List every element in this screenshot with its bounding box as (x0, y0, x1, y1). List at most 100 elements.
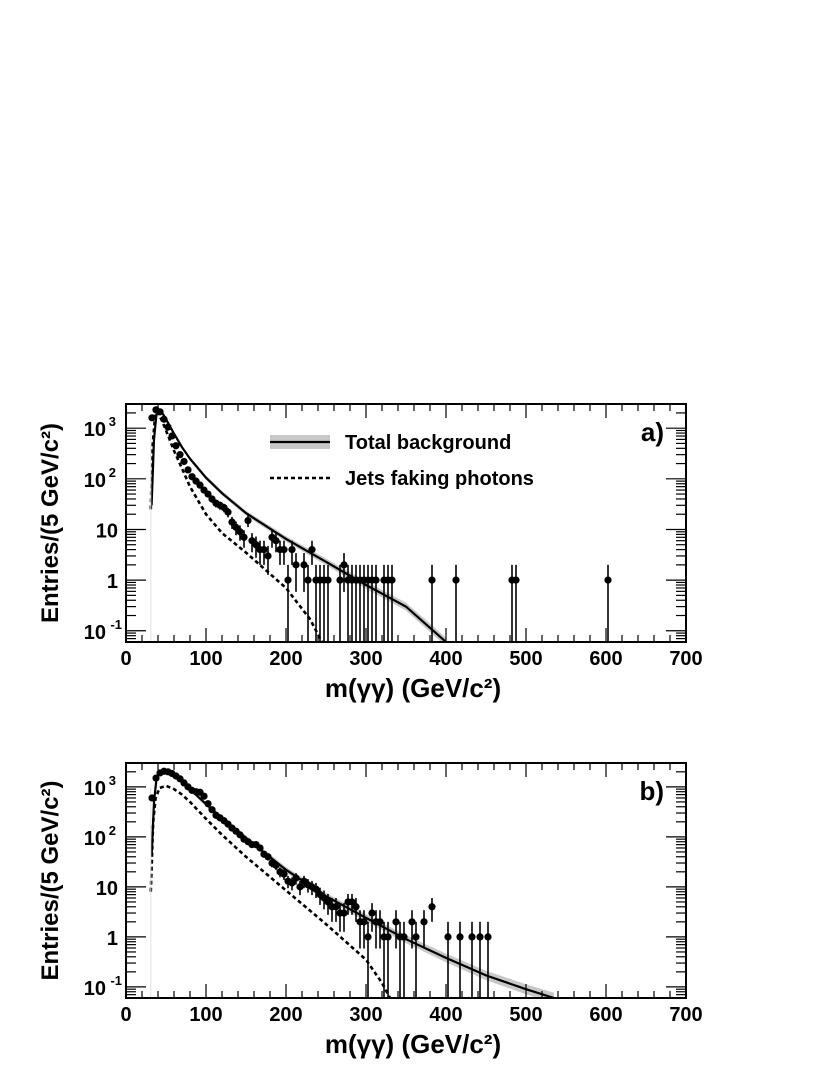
axis-frame (125, 762, 687, 999)
y-tick-label: 10 (84, 778, 106, 800)
data-point (160, 415, 168, 423)
data-point (272, 861, 280, 869)
x-tick-label: 700 (669, 648, 702, 670)
panel-label: b) (639, 776, 664, 806)
y-tick-exponent: 2 (109, 465, 116, 480)
data-point (288, 879, 296, 887)
data-point (184, 466, 192, 474)
data-point (336, 576, 344, 584)
data-point (240, 533, 248, 541)
data-point (180, 457, 188, 466)
data-point (272, 537, 280, 545)
legend-label-total: Total background (345, 432, 511, 454)
x-tick-label: 600 (589, 648, 622, 670)
data-point (468, 933, 476, 941)
x-tick-label: 0 (120, 648, 131, 670)
y-axis-title: Entries/(5 GeV/c²) (37, 780, 64, 980)
legend: Total background Jets faking photons (270, 432, 534, 490)
y-tick-label: 10 (84, 470, 106, 492)
data-point (256, 844, 264, 852)
data-point (200, 792, 208, 800)
data-point (176, 451, 184, 459)
x-tick-label: 100 (189, 648, 222, 670)
data-point (388, 576, 396, 584)
y-tick-exponent: 3 (109, 414, 116, 429)
data-point (408, 918, 416, 926)
data-point (604, 576, 612, 584)
data-point (512, 576, 520, 584)
y-axis-title: Entries/(5 GeV/c²) (37, 423, 64, 623)
x-tick-label: 300 (349, 648, 382, 670)
x-tick-label: 200 (269, 1004, 302, 1026)
data-point (260, 546, 268, 554)
data-point (288, 546, 296, 554)
y-tick-label: 10 (84, 419, 106, 441)
data-point (196, 481, 204, 489)
data-point (452, 576, 460, 584)
data-point (300, 561, 308, 569)
data-point (204, 800, 212, 808)
data-point (168, 432, 176, 440)
x-axis-title: m(γγ) (GeV/c²) (325, 1029, 501, 1059)
data-point (340, 561, 348, 569)
data-point (348, 898, 356, 906)
data-point (400, 933, 408, 941)
data-point (360, 918, 368, 926)
data-point (392, 918, 400, 926)
y-tick-exponent: 2 (109, 823, 116, 838)
y-tick-label: 1 (107, 928, 118, 950)
data-point (264, 552, 272, 560)
y-tick-label: 10 (96, 520, 118, 542)
data-point (304, 576, 312, 584)
data-point (420, 918, 428, 926)
data-point (324, 576, 332, 584)
x-tick-label: 500 (509, 1004, 542, 1026)
data-point (308, 546, 316, 554)
panel-label: a) (641, 417, 664, 447)
data-point (252, 541, 260, 549)
data-point (364, 933, 372, 941)
total-background-band (151, 408, 446, 642)
x-tick-label: 400 (429, 648, 462, 670)
y-tick-exponent: -1 (110, 973, 122, 988)
data-point (332, 903, 340, 911)
data-point (484, 933, 492, 941)
jets-faking-photons-line (149, 409, 324, 642)
x-tick-label: 400 (429, 1004, 462, 1026)
data-point (368, 909, 376, 917)
y-tick-exponent: -1 (110, 617, 122, 632)
data-point (296, 883, 304, 891)
data-point (208, 806, 216, 814)
data-point (244, 516, 252, 525)
data-point (204, 490, 212, 498)
y-tick-label: 10 (84, 622, 106, 644)
data-point (224, 508, 232, 516)
data-point (340, 909, 348, 917)
data-point (228, 518, 236, 526)
data-point (372, 576, 380, 584)
data-point (428, 903, 436, 911)
x-tick-label: 0 (120, 1004, 131, 1026)
data-point (284, 576, 292, 584)
x-tick-label: 200 (269, 648, 302, 670)
jets-faking-photons-line (149, 784, 392, 998)
data-point (236, 528, 244, 536)
x-tick-label: 700 (669, 1004, 702, 1026)
data-point (376, 918, 384, 926)
data-point (292, 874, 300, 882)
data-point (352, 903, 360, 911)
data-point (264, 853, 272, 861)
data-point (312, 885, 320, 893)
data-point (280, 546, 288, 554)
data-point (172, 442, 180, 450)
data-point (412, 933, 420, 941)
axis-frame (125, 403, 687, 643)
data-point (384, 933, 392, 941)
x-tick-label: 600 (589, 1004, 622, 1026)
y-tick-label: 10 (96, 878, 118, 900)
y-tick-label: 10 (84, 828, 106, 850)
x-tick-label: 100 (189, 1004, 222, 1026)
